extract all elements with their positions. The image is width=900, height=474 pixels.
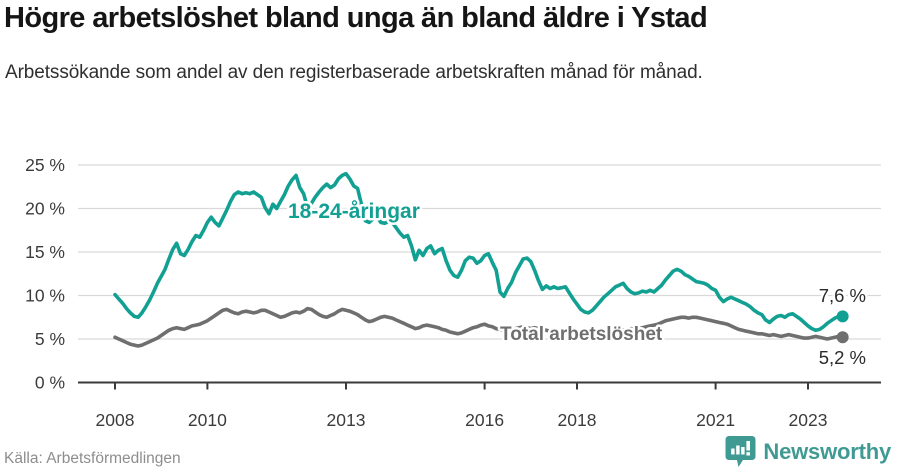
series-label-youth: 18-24-åringar bbox=[288, 200, 420, 223]
series-label-total: Total arbetslöshet bbox=[500, 324, 663, 345]
x-tick-label-2008: 2008 bbox=[96, 410, 135, 430]
series-end-dot-total bbox=[836, 331, 849, 344]
y-tick-label-20: 20 % bbox=[25, 199, 65, 219]
y-tick-label-0: 0 % bbox=[35, 373, 65, 393]
brand-wordmark: Newsworthy bbox=[763, 438, 891, 464]
x-tick-label-2018: 2018 bbox=[558, 410, 597, 430]
series-end-dot-youth bbox=[836, 310, 849, 323]
x-tick-label-2013: 2013 bbox=[327, 410, 366, 430]
source-attribution: Källa: Arbetsförmedlingen bbox=[4, 450, 181, 467]
x-tick-label-2023: 2023 bbox=[789, 410, 828, 430]
series-line-youth bbox=[113, 171, 845, 333]
x-tick-label-2010: 2010 bbox=[188, 410, 227, 430]
y-tick-label-10: 10 % bbox=[25, 286, 65, 306]
end-value-label-total: 5,2 % bbox=[819, 347, 866, 368]
newsworthy-logo: Newsworthy bbox=[725, 435, 891, 468]
x-tick-label-2016: 2016 bbox=[465, 410, 504, 430]
chart-subtitle: Arbetssökande som andel av den registerb… bbox=[5, 62, 703, 83]
end-value-label-youth: 7,6 % bbox=[819, 285, 866, 306]
y-tick-label-15: 15 % bbox=[25, 242, 65, 262]
series-line-total bbox=[113, 306, 845, 348]
y-tick-label-5: 5 % bbox=[35, 329, 65, 349]
x-tick-label-2021: 2021 bbox=[696, 410, 735, 430]
bar-chart-speech-bubble-icon bbox=[725, 436, 756, 467]
y-tick-label-25: 25 % bbox=[25, 155, 65, 175]
page-title: Högre arbetslöshet bland unga än bland ä… bbox=[4, 2, 708, 34]
